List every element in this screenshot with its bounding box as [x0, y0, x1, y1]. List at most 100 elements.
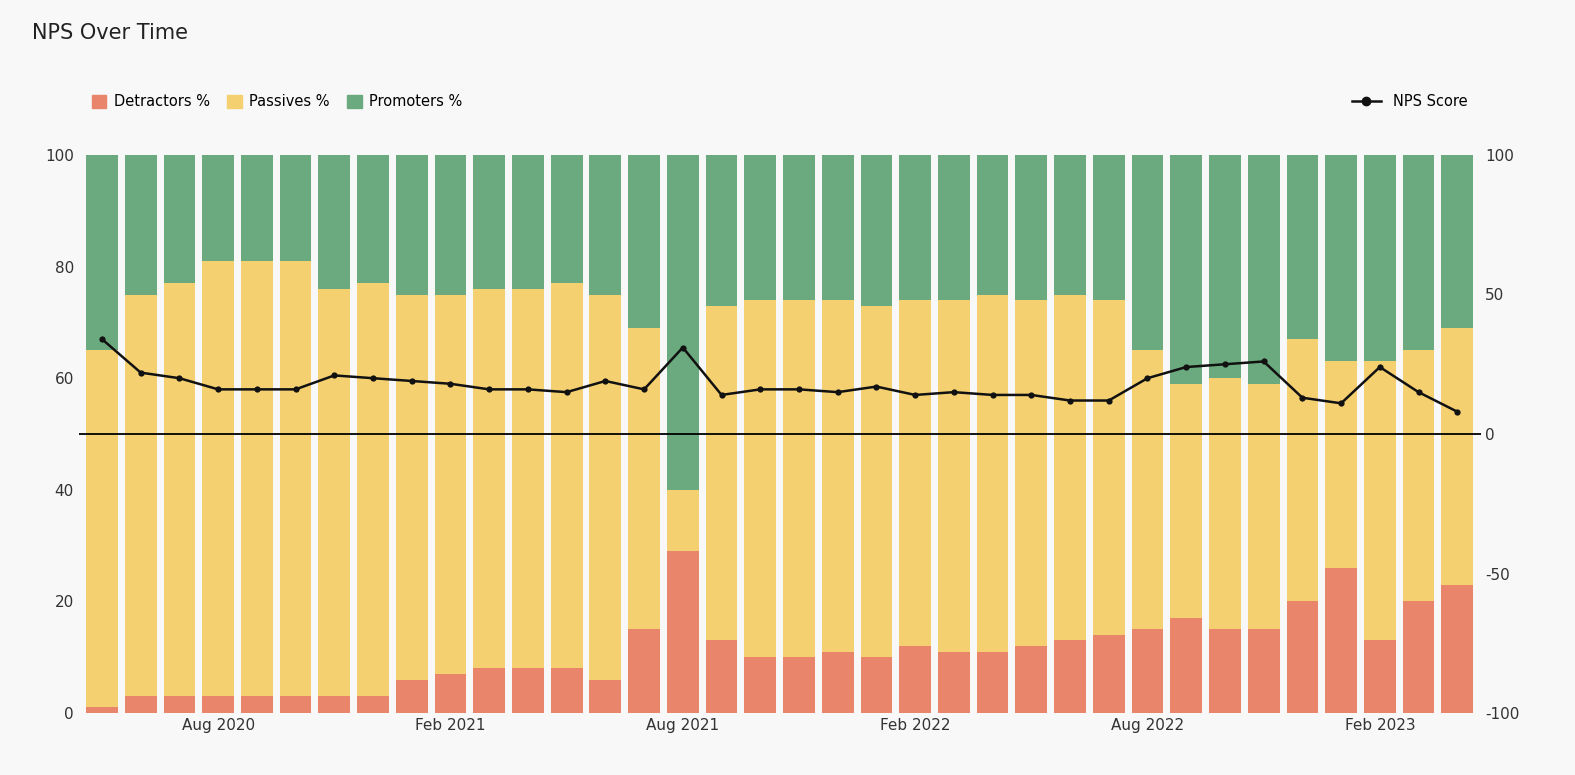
- Bar: [976, 652, 1008, 713]
- Bar: [860, 305, 893, 657]
- Bar: [1247, 384, 1279, 629]
- Bar: [164, 284, 195, 696]
- Bar: [87, 155, 118, 350]
- Bar: [666, 551, 699, 713]
- Bar: [1403, 601, 1435, 713]
- Bar: [1170, 384, 1202, 618]
- Bar: [358, 696, 389, 713]
- Bar: [976, 294, 1008, 652]
- Bar: [1287, 155, 1318, 339]
- Bar: [1325, 155, 1358, 361]
- Bar: [899, 646, 931, 713]
- Bar: [666, 155, 699, 490]
- Bar: [202, 261, 235, 696]
- Bar: [628, 155, 660, 328]
- Bar: [164, 155, 195, 284]
- Bar: [1325, 361, 1358, 568]
- Bar: [1210, 629, 1241, 713]
- Bar: [589, 680, 621, 713]
- Bar: [512, 289, 543, 668]
- Bar: [706, 305, 737, 640]
- Bar: [745, 300, 776, 657]
- Bar: [822, 300, 854, 652]
- Bar: [395, 680, 428, 713]
- Bar: [280, 696, 312, 713]
- Bar: [1247, 629, 1279, 713]
- Bar: [474, 289, 506, 668]
- Bar: [706, 155, 737, 305]
- Bar: [318, 155, 350, 289]
- Bar: [628, 629, 660, 713]
- Bar: [1364, 640, 1395, 713]
- Bar: [318, 696, 350, 713]
- Bar: [164, 696, 195, 713]
- Bar: [124, 155, 156, 294]
- Bar: [435, 155, 466, 294]
- Bar: [1210, 155, 1241, 378]
- Bar: [1016, 300, 1047, 646]
- Bar: [939, 155, 970, 300]
- Bar: [1093, 300, 1125, 635]
- Bar: [822, 155, 854, 300]
- Bar: [666, 490, 699, 551]
- Bar: [318, 289, 350, 696]
- Bar: [860, 155, 893, 305]
- Bar: [822, 652, 854, 713]
- Bar: [280, 261, 312, 696]
- Bar: [745, 657, 776, 713]
- Bar: [1247, 155, 1279, 384]
- Bar: [512, 155, 543, 289]
- Bar: [474, 668, 506, 713]
- Bar: [1131, 155, 1164, 350]
- Bar: [783, 300, 814, 657]
- Bar: [1210, 378, 1241, 629]
- Bar: [241, 261, 272, 696]
- Bar: [1287, 339, 1318, 601]
- Bar: [1054, 294, 1085, 640]
- Bar: [860, 657, 893, 713]
- Bar: [1364, 361, 1395, 640]
- Bar: [589, 155, 621, 294]
- Bar: [1441, 155, 1473, 328]
- Bar: [1364, 155, 1395, 361]
- Bar: [551, 284, 583, 668]
- Bar: [1287, 601, 1318, 713]
- Bar: [1016, 155, 1047, 300]
- Bar: [1441, 584, 1473, 713]
- Text: NPS Over Time: NPS Over Time: [32, 23, 187, 43]
- Bar: [628, 328, 660, 629]
- Bar: [124, 294, 156, 696]
- Bar: [435, 674, 466, 713]
- Bar: [551, 155, 583, 284]
- Bar: [939, 300, 970, 652]
- Bar: [1093, 635, 1125, 713]
- Bar: [87, 708, 118, 713]
- Bar: [1325, 568, 1358, 713]
- Bar: [589, 294, 621, 680]
- Bar: [939, 652, 970, 713]
- Bar: [745, 155, 776, 300]
- Bar: [783, 155, 814, 300]
- Bar: [241, 155, 272, 261]
- Bar: [1054, 155, 1085, 294]
- Bar: [241, 696, 272, 713]
- Bar: [1016, 646, 1047, 713]
- Bar: [1170, 155, 1202, 384]
- Bar: [976, 155, 1008, 294]
- Bar: [706, 640, 737, 713]
- Bar: [435, 294, 466, 674]
- Bar: [551, 668, 583, 713]
- Bar: [124, 696, 156, 713]
- Bar: [512, 668, 543, 713]
- Bar: [1093, 155, 1125, 300]
- Bar: [783, 657, 814, 713]
- Bar: [899, 155, 931, 300]
- Bar: [1170, 618, 1202, 713]
- Bar: [474, 155, 506, 289]
- Bar: [1131, 629, 1164, 713]
- Bar: [1441, 328, 1473, 584]
- Legend: NPS Score: NPS Score: [1347, 88, 1473, 115]
- Bar: [899, 300, 931, 646]
- Bar: [87, 350, 118, 708]
- Bar: [358, 284, 389, 696]
